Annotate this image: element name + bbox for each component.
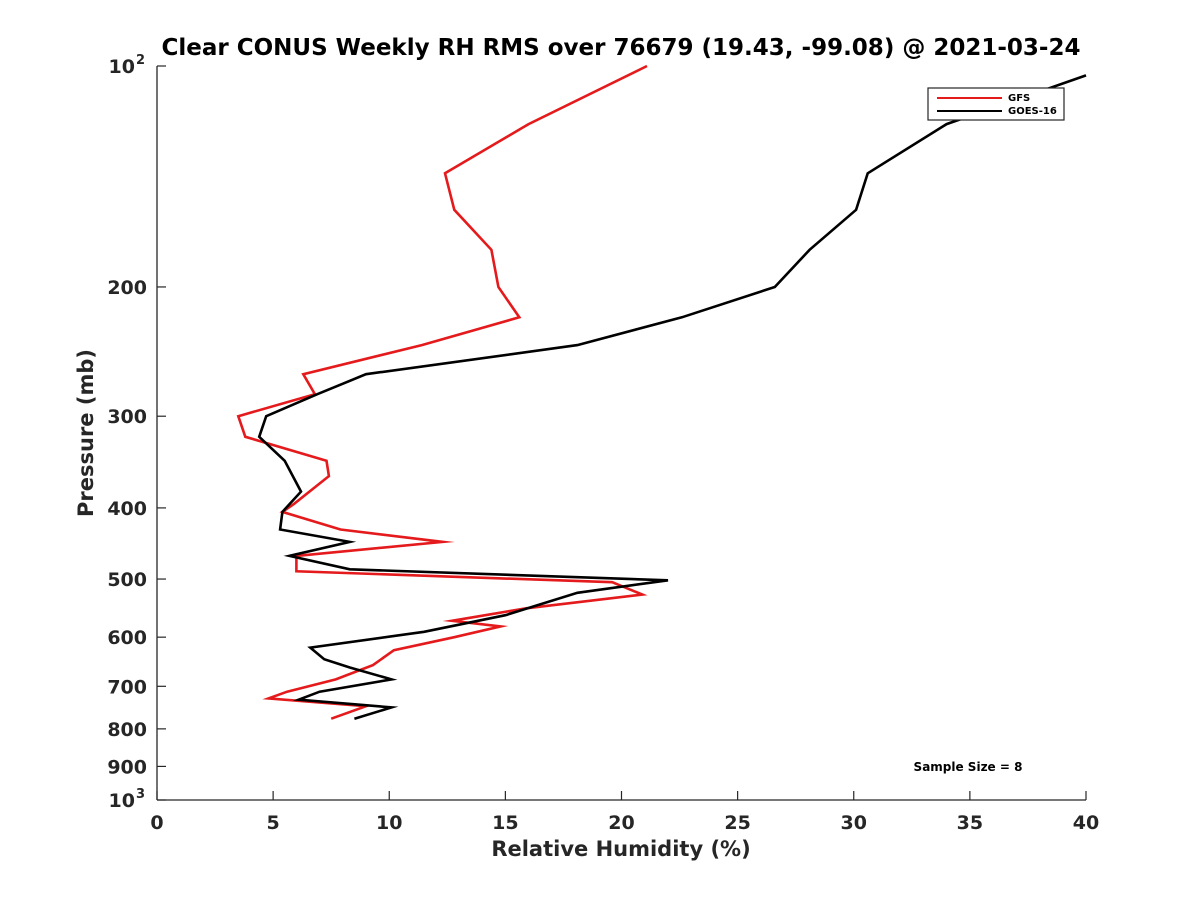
x-tick-label-35: 35 <box>957 812 983 834</box>
series-layer <box>236 64 1087 720</box>
y-tick-label-100: 10 <box>109 56 135 78</box>
x-tick-label-20: 20 <box>608 812 634 834</box>
series-line-goes16 <box>257 74 1087 720</box>
legend-label-goes16: GOES-16 <box>1008 106 1057 117</box>
y-tick-label-700: 700 <box>107 676 147 698</box>
sample-size-annotation: Sample Size = 8 <box>914 760 1023 774</box>
y-tick-label-400: 400 <box>107 498 147 520</box>
y-tick-label-1000: 10 <box>109 790 135 812</box>
legend-box <box>927 87 1065 121</box>
x-axis-label: Relative Humidity (%) <box>491 837 750 861</box>
y-axis-label: Pressure (mb) <box>74 349 98 517</box>
y-tick-label-900: 900 <box>107 756 147 778</box>
x-tick-label-25: 25 <box>724 812 750 834</box>
y-tick-label-500: 500 <box>107 569 147 591</box>
x-tick-label-40: 40 <box>1073 812 1099 834</box>
y-tick-label-800: 800 <box>107 719 147 741</box>
y-tick-exponent-100: 2 <box>136 53 145 68</box>
legend: GFS GOES-16 <box>927 87 1065 121</box>
legend-label-gfs: GFS <box>1008 93 1030 104</box>
series-line-gfs <box>236 64 648 720</box>
y-tick-label-600: 600 <box>107 627 147 649</box>
y-tick-label-300: 300 <box>107 406 147 428</box>
y-tick-label-200: 200 <box>107 277 147 299</box>
x-tick-label-5: 5 <box>267 812 280 834</box>
x-tick-label-30: 30 <box>841 812 867 834</box>
x-tick-label-10: 10 <box>376 812 402 834</box>
chart-title: Clear CONUS Weekly RH RMS over 76679 (19… <box>162 35 1081 61</box>
x-tick-label-15: 15 <box>492 812 518 834</box>
y-tick-exponent-1000: 3 <box>136 787 145 802</box>
x-tick-label-0: 0 <box>150 812 163 834</box>
